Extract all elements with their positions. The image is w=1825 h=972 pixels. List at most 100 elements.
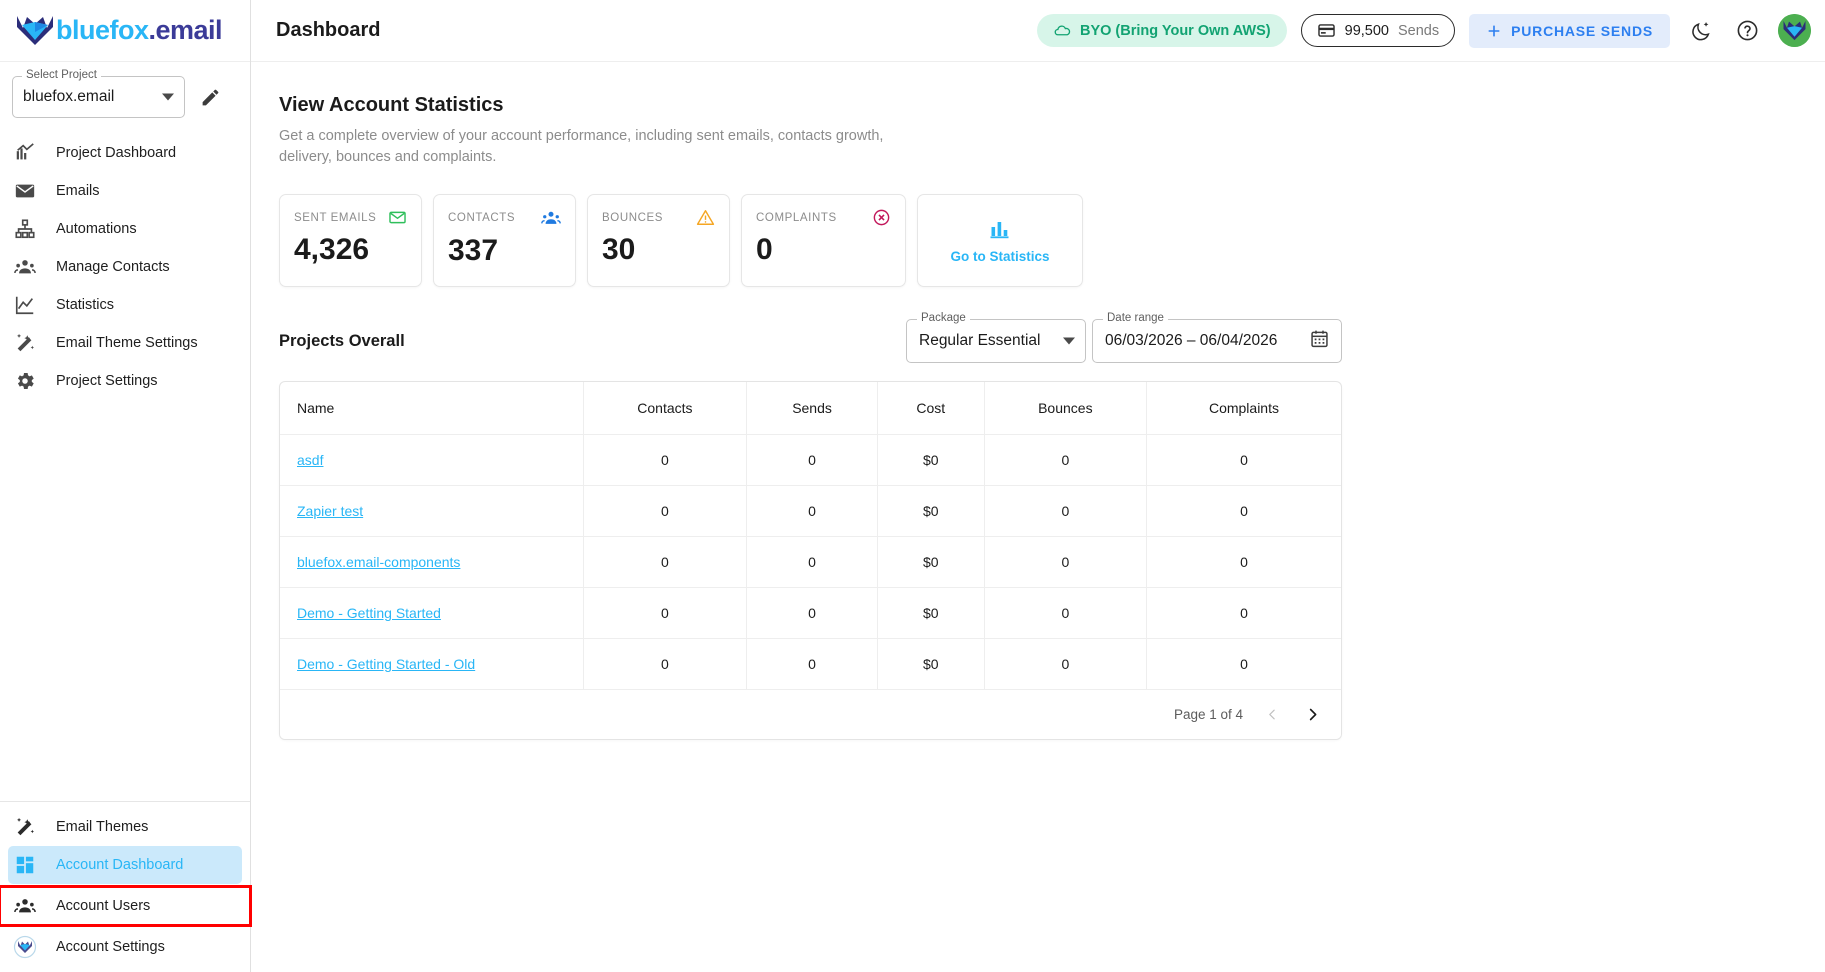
project-select-value: bluefox.email: [23, 88, 115, 105]
user-avatar-icon: [1778, 14, 1811, 47]
table-row: asdf 0 0 $0 0 0: [280, 434, 1341, 486]
edit-project-button[interactable]: [195, 82, 225, 112]
cell-complaints: 0: [1146, 587, 1341, 639]
projects-overall-header: Projects Overall Package Regular Essenti…: [279, 312, 1342, 364]
cell-contacts: 0: [583, 434, 748, 486]
stat-card-sent-emails: SENT EMAILS 4,326: [279, 194, 422, 288]
projects-table: Name Contacts Sends Cost Bounces Complai…: [280, 382, 1341, 690]
table-pagination: Page 1 of 4: [280, 689, 1341, 739]
sidebar-item-statistics[interactable]: Statistics: [0, 286, 250, 324]
sidebar-item-label: Email Themes: [56, 819, 149, 835]
stat-card-value: 0: [756, 233, 773, 267]
sidebar-item-automations[interactable]: Automations: [0, 210, 250, 248]
package-select-value: Regular Essential: [919, 332, 1041, 350]
topbar-actions: BYO (Bring Your Own AWS) 99,500 Sends: [1036, 13, 1811, 48]
help-button[interactable]: [1731, 14, 1764, 47]
chevron-left-icon: [1268, 709, 1275, 720]
dark-mode-toggle[interactable]: [1684, 14, 1717, 47]
cell-contacts: 0: [583, 536, 748, 588]
sidebar-item-email-themes[interactable]: Email Themes: [0, 808, 250, 846]
cloud-icon: [1054, 24, 1071, 35]
error-circle-icon: [873, 209, 890, 226]
stat-card-label: CONTACTS: [448, 212, 516, 225]
cell-name: Demo - Getting Started: [280, 587, 584, 639]
sidebar-spacer: [0, 400, 250, 801]
bar-chart-icon: [990, 221, 1009, 238]
package-select[interactable]: Package Regular Essential: [906, 312, 1086, 364]
stat-card-list: SENT EMAILS 4,326 CONTACTS: [279, 194, 1825, 288]
sidebar-item-email-theme-settings[interactable]: Email Theme Settings: [0, 324, 250, 362]
cell-cost: $0: [877, 434, 985, 486]
stat-card-label: SENT EMAILS: [294, 211, 377, 224]
sidebar-item-account-dashboard[interactable]: Account Dashboard: [8, 846, 242, 884]
table-row: bluefox.email-components 0 0 $0 0 0: [280, 536, 1341, 588]
purchase-sends-button[interactable]: PURCHASE SENDS: [1469, 13, 1670, 48]
date-range-value: 06/03/2026 – 06/04/2026: [1105, 332, 1278, 350]
calendar-icon[interactable]: [1309, 328, 1330, 354]
cell-complaints: 0: [1146, 536, 1341, 588]
fox-logo-icon: [12, 934, 38, 960]
cell-name: Demo - Getting Started - Old: [280, 638, 584, 690]
go-to-statistics-label: Go to Statistics: [950, 248, 1050, 264]
sidebar: bluefox.email Select Project bluefox.ema…: [0, 0, 252, 972]
project-link[interactable]: bluefox.email-components: [297, 553, 461, 570]
column-header-name[interactable]: Name: [280, 382, 584, 435]
date-range-picker[interactable]: Date range 06/03/2026 – 06/04/2026: [1092, 312, 1342, 364]
cell-name: bluefox.email-components: [280, 536, 584, 588]
gear-icon: [12, 368, 38, 394]
sidebar-item-label: Automations: [56, 221, 137, 237]
cell-complaints: 0: [1146, 485, 1341, 537]
table-header-row: Name Contacts Sends Cost Bounces Complai…: [280, 382, 1341, 435]
column-header-bounces[interactable]: Bounces: [984, 382, 1147, 435]
stat-card-contacts: CONTACTS 337: [433, 194, 576, 288]
pagination-next-button[interactable]: [1301, 703, 1323, 725]
avatar[interactable]: [1778, 14, 1811, 47]
stat-card-label: BOUNCES: [602, 211, 664, 224]
sends-count: 99,500: [1344, 22, 1389, 39]
sidebar-item-label: Project Settings: [56, 373, 158, 389]
cell-sends: 0: [746, 536, 878, 588]
column-header-complaints[interactable]: Complaints: [1146, 382, 1341, 435]
project-link[interactable]: Demo - Getting Started - Old: [297, 655, 476, 672]
project-select[interactable]: Select Project bluefox.email: [12, 69, 185, 118]
content-area: View Account Statistics Get a complete o…: [251, 62, 1825, 972]
sidebar-item-account-settings[interactable]: Account Settings: [0, 928, 250, 966]
table-row: Demo - Getting Started - Old 0 0 $0 0 0: [280, 638, 1341, 690]
pagination-prev-button[interactable]: [1261, 703, 1283, 725]
table-row: Zapier test 0 0 $0 0 0: [280, 485, 1341, 537]
sidebar-item-project-settings[interactable]: Project Settings: [0, 362, 250, 400]
byo-chip-label: BYO (Bring Your Own AWS): [1079, 22, 1271, 39]
project-link[interactable]: asdf: [297, 451, 324, 468]
sidebar-item-account-users[interactable]: Account Users: [0, 885, 252, 927]
cell-name: asdf: [280, 434, 584, 486]
column-header-cost[interactable]: Cost: [877, 382, 985, 435]
stat-card-bounces: BOUNCES 30: [587, 194, 730, 288]
logo-text: bluefox.email: [56, 15, 223, 46]
stat-card-label: COMPLAINTS: [756, 211, 837, 224]
sidebar-item-emails[interactable]: Emails: [0, 172, 250, 210]
go-to-statistics-card[interactable]: Go to Statistics: [917, 194, 1083, 288]
contacts-group-icon: [541, 211, 561, 224]
project-link[interactable]: Zapier test: [297, 502, 364, 519]
sidebar-item-manage-contacts[interactable]: Manage Contacts: [0, 248, 250, 286]
help-circle-icon: [1737, 20, 1758, 41]
main-area: Dashboard BYO (Bring Your Own AWS) 99,50…: [251, 0, 1825, 972]
app-logo[interactable]: bluefox.email: [0, 0, 250, 62]
stat-card-complaints: COMPLAINTS 0: [741, 194, 906, 288]
cell-contacts: 0: [583, 638, 748, 690]
sidebar-item-label: Manage Contacts: [56, 259, 170, 275]
logo-text-secondary: .email: [148, 15, 223, 45]
stat-card-value: 4,326: [294, 233, 370, 267]
column-header-contacts[interactable]: Contacts: [583, 382, 748, 435]
magic-wand-icon: [12, 330, 38, 356]
page-title: Dashboard: [276, 19, 381, 41]
sidebar-item-project-dashboard[interactable]: Project Dashboard: [0, 134, 250, 172]
project-link[interactable]: Demo - Getting Started: [297, 604, 441, 621]
sends-balance-chip[interactable]: 99,500 Sends: [1300, 14, 1456, 47]
byo-status-chip[interactable]: BYO (Bring Your Own AWS): [1036, 14, 1287, 47]
cell-bounces: 0: [984, 638, 1147, 690]
cell-sends: 0: [746, 638, 878, 690]
column-header-sends[interactable]: Sends: [746, 382, 878, 435]
cell-bounces: 0: [984, 485, 1147, 537]
contacts-icon: [12, 254, 38, 280]
